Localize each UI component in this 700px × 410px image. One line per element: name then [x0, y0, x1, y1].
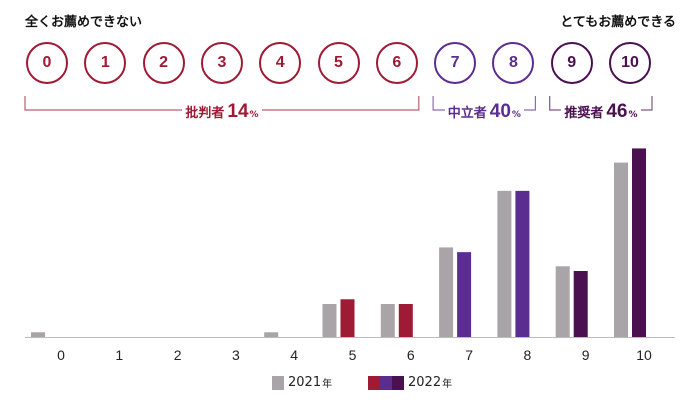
score-circle-10: 10: [609, 42, 651, 84]
score-circle-1: 1: [84, 42, 127, 84]
legend-swatch-promoter: [392, 375, 404, 390]
x-tick-label-4: 4: [290, 347, 298, 363]
x-tick-label-9: 9: [582, 347, 590, 363]
legend-label-2021: 2021: [288, 375, 322, 390]
bar-2021-8: [497, 190, 512, 337]
bar-2022-7: [457, 252, 472, 337]
legend-swatch-passive: [380, 375, 392, 390]
group-percent-unit: %: [511, 110, 521, 120]
x-tick-label-10: 10: [636, 347, 652, 363]
x-tick-label-3: 3: [232, 347, 240, 363]
group-label-2: 推奨者 46%: [561, 101, 641, 123]
group-label-0: 批判者 14%: [182, 101, 262, 123]
score-circle-5: 5: [317, 42, 360, 84]
x-tick-label-8: 8: [524, 347, 532, 363]
legend-swatch-2021: [272, 375, 284, 390]
score-circle-9: 9: [550, 42, 593, 84]
group-percent: 14: [227, 101, 249, 122]
bar-2021-4: [264, 332, 279, 337]
bar-2021-9: [555, 266, 570, 337]
group-name: 中立者: [447, 106, 487, 121]
group-percent: 46: [606, 101, 628, 122]
scale-high-label: とてもお薦めできる: [560, 15, 676, 30]
group-name: 批判者: [185, 106, 225, 121]
bar-2021-10: [614, 162, 628, 337]
bar-2022-10: [632, 148, 646, 337]
score-circle-0: 0: [26, 42, 68, 84]
x-tick-label-5: 5: [349, 347, 357, 363]
group-label-1: 中立者 40%: [444, 101, 524, 123]
score-circle-7: 7: [434, 42, 477, 84]
group-percent-unit: %: [628, 110, 638, 120]
group-percent: 40: [489, 101, 511, 122]
score-circle-4: 4: [259, 42, 302, 84]
x-tick-label-6: 6: [407, 347, 415, 363]
bar-2022-8: [515, 190, 530, 337]
bar-2021-0: [31, 332, 45, 337]
group-name: 推奨者: [564, 106, 604, 121]
legend-swatch-detractor: [368, 375, 380, 390]
score-circle-3: 3: [200, 42, 243, 84]
legend-label-2022: 2022: [408, 375, 442, 390]
legend-2022: 2022 年: [368, 375, 452, 390]
x-tick-label-0: 0: [57, 347, 65, 363]
group-percent-unit: %: [249, 110, 259, 120]
bar-2021-7: [439, 247, 454, 337]
x-tick-label-2: 2: [174, 347, 182, 363]
score-circle-6: 6: [375, 42, 418, 84]
bar-2021-5: [322, 304, 337, 337]
score-circle-2: 2: [142, 42, 185, 84]
legend-unit-2022: 年: [442, 379, 453, 390]
x-tick-label-1: 1: [115, 347, 123, 363]
legend-2021: 2021 年: [272, 375, 332, 390]
score-circle-8: 8: [492, 42, 535, 84]
scale-low-label: 全くお薦めできない: [25, 15, 143, 30]
x-tick-label-7: 7: [465, 347, 473, 363]
bar-2022-6: [398, 304, 413, 337]
bar-2021-6: [380, 304, 395, 337]
bar-2022-5: [340, 299, 355, 337]
legend-unit-2021: 年: [322, 379, 333, 390]
bar-2022-9: [573, 271, 588, 337]
